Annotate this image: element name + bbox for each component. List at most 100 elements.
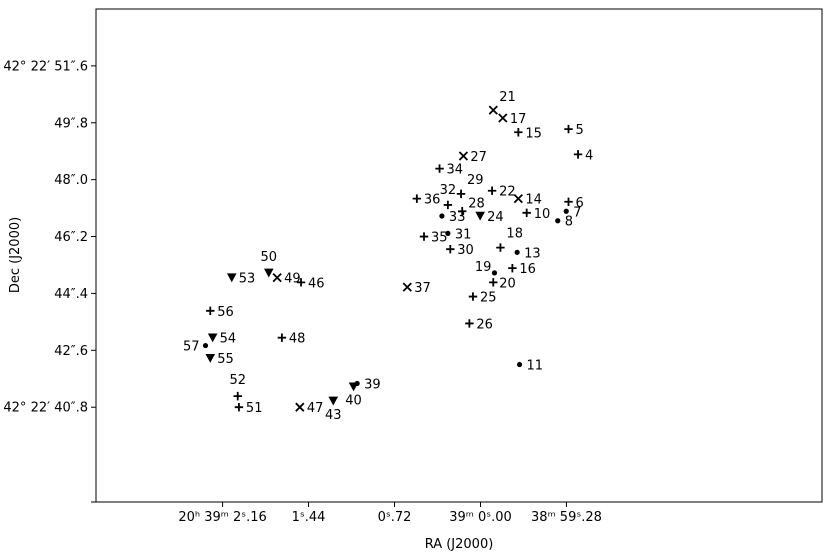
point-label: 47: [307, 401, 324, 416]
x-axis-title: RA (J2000): [425, 537, 494, 552]
x-marker: [498, 113, 508, 123]
point-label: 37: [414, 281, 431, 296]
data-point: 50: [261, 250, 277, 278]
point-label: 36: [424, 193, 441, 208]
y-tick-label: 49″.8: [54, 116, 88, 131]
plus-marker: [412, 194, 422, 203]
x-tick-label: 1ˢ.44: [292, 510, 326, 525]
point-label: 49: [284, 272, 301, 287]
point-label: 22: [499, 185, 516, 200]
point-label: 13: [524, 246, 541, 261]
triangle-marker: [328, 396, 339, 406]
dot-marker: [439, 213, 445, 219]
plus-marker: [234, 402, 244, 412]
data-point: 30: [446, 243, 474, 258]
data-point: 47: [295, 401, 324, 416]
plus-marker: [233, 391, 242, 401]
plus-marker: [487, 186, 497, 195]
y-axis: 42° 22′ 40″.8 42″.6 44″.4 46″.2 48″.0 49″.8 42…: [3, 59, 96, 503]
data-point: 55: [205, 352, 234, 367]
dot-marker: [555, 218, 561, 224]
point-label: 19: [475, 260, 492, 275]
data-point: 8: [555, 215, 573, 230]
dot-marker: [514, 249, 520, 255]
point-label: 17: [510, 112, 527, 127]
x-marker: [488, 105, 498, 115]
data-point: 35: [419, 231, 448, 246]
plus-marker: [522, 208, 531, 218]
data-point: 16: [508, 262, 536, 277]
dot-marker: [445, 230, 451, 236]
data-point: 48: [277, 332, 305, 347]
point-label: 8: [565, 215, 573, 230]
x-axis: 20ʰ 39ᵐ 2ˢ.16 1ˢ.44 0ˢ.72 39ᵐ 0ˢ.00 38ᵐ 59ˢ.…: [178, 502, 602, 525]
data-point: 40: [345, 382, 362, 409]
data-point: 5: [564, 123, 584, 138]
data-point: 52: [229, 373, 246, 401]
dot-marker: [491, 270, 498, 276]
plus-marker: [489, 278, 498, 287]
point-label: 34: [447, 163, 464, 178]
plus-marker: [443, 200, 453, 210]
point-label: 26: [476, 317, 493, 332]
point-label: 5: [575, 123, 583, 138]
point-label: 28: [468, 196, 485, 211]
data-point: 28: [458, 196, 485, 216]
point-label: 31: [455, 227, 472, 242]
point-label: 15: [525, 126, 542, 141]
point-label: 27: [470, 150, 487, 165]
data-point: 33: [439, 210, 465, 225]
plus-marker: [573, 150, 583, 159]
data-point: 54: [207, 332, 236, 347]
point-label: 57: [183, 340, 200, 355]
data-point: 21: [488, 90, 516, 115]
plus-marker: [435, 164, 444, 173]
x-marker: [458, 151, 469, 161]
plot-frame: [95, 8, 823, 503]
data-point: 10: [522, 207, 551, 222]
data-point: 36: [412, 193, 441, 208]
data-point: 49: [272, 272, 301, 287]
plus-marker: [456, 189, 466, 199]
point-label: 40: [345, 394, 362, 409]
data-point: 7: [563, 205, 582, 220]
data-point: 57: [183, 340, 209, 355]
data-point: 56: [206, 305, 234, 320]
y-axis-title: Dec (J2000): [8, 217, 23, 293]
y-tick-label: 42° 22′ 40″.8: [3, 401, 88, 416]
plus-marker: [296, 278, 306, 287]
point-label: 11: [527, 359, 544, 374]
data-point: 53: [226, 272, 255, 287]
y-tick-label: 42° 22′ 51″.6: [3, 59, 88, 74]
plus-marker: [564, 124, 573, 134]
point-label: 46: [308, 276, 325, 291]
point-label: 10: [534, 207, 551, 222]
triangle-marker: [207, 333, 218, 343]
dot-marker: [516, 361, 523, 368]
data-point: 46: [296, 276, 325, 291]
point-label: 14: [525, 193, 542, 208]
x-tick-label: 38ᵐ 59ˢ.28: [531, 510, 602, 525]
point-label: 30: [457, 243, 474, 258]
plus-marker: [446, 244, 455, 254]
point-label: 7: [573, 205, 581, 220]
data-point: 17: [498, 112, 527, 127]
plus-marker: [458, 207, 467, 216]
data-point: 4: [573, 148, 593, 163]
data-point: 37: [402, 281, 431, 296]
point-label: 20: [499, 276, 516, 291]
plus-marker: [514, 128, 523, 137]
data-point: 22: [487, 185, 516, 200]
triangle-marker: [475, 211, 485, 221]
point-label: 55: [217, 352, 234, 367]
point-label: 33: [449, 210, 466, 225]
y-tick-label: 46″.2: [54, 230, 88, 245]
x-tick-label: 39ᵐ 0ˢ.00: [449, 510, 512, 525]
data-point: 18: [496, 227, 523, 252]
data-point: 11: [516, 359, 544, 374]
y-tick-label: 42″.6: [54, 344, 88, 359]
data-point: 32: [440, 183, 456, 210]
point-label: 18: [506, 227, 523, 242]
point-label: 52: [229, 373, 246, 388]
